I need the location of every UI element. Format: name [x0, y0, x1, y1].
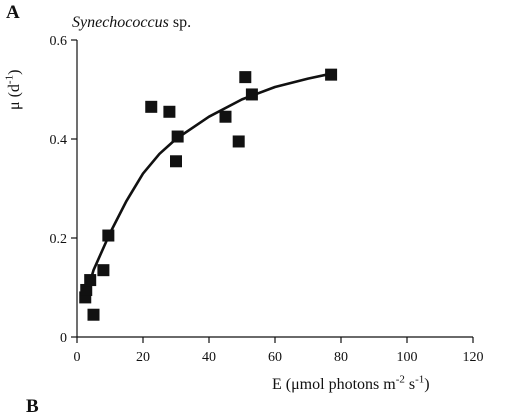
x-axis-label-main: E (μmol photons m — [272, 376, 396, 393]
chart-title-species: Synechococcus — [72, 14, 169, 31]
x-axis-label-sup1: -2 — [395, 373, 405, 386]
axes: 0 20 40 60 80 100 120 0 0.2 0.4 0.6 — [50, 34, 484, 365]
y-tick-label: 0.6 — [50, 34, 68, 49]
panel-letter-a: A — [6, 2, 20, 23]
data-point — [102, 229, 115, 242]
data-point — [145, 100, 158, 113]
chart-title: Synechococcus sp. — [72, 14, 191, 32]
y-tick-label: 0.4 — [50, 133, 68, 148]
data-point — [163, 105, 176, 118]
x-axis-label-sup2: -1 — [415, 373, 425, 386]
data-point — [80, 283, 93, 296]
data-point — [245, 88, 258, 101]
x-tick-label: 100 — [397, 350, 418, 365]
x-tick-label: 20 — [136, 350, 150, 365]
fit-curve — [85, 72, 333, 294]
x-tick-label: 120 — [463, 350, 484, 365]
data-point — [325, 68, 338, 81]
data-point — [171, 130, 184, 143]
data-points — [79, 68, 338, 321]
data-point — [219, 110, 232, 123]
y-tick-label: 0.2 — [50, 232, 68, 247]
x-axis-label-mid: s — [404, 376, 416, 393]
data-point — [232, 135, 245, 148]
data-point — [239, 71, 252, 84]
x-tick-label: 40 — [202, 350, 216, 365]
y-tick-label: 0 — [60, 331, 67, 346]
data-point — [87, 308, 100, 321]
data-point — [97, 264, 110, 277]
data-point — [170, 155, 182, 168]
chart-title-suffix: sp. — [168, 14, 192, 31]
x-axis-label-end: ) — [424, 376, 430, 393]
x-tick-label: 60 — [268, 350, 282, 365]
fit-curve-group — [85, 72, 333, 294]
x-axis-label: E (μmol photons m-2 s-1) — [272, 373, 430, 394]
data-point — [84, 274, 97, 287]
x-tick-label: 0 — [74, 350, 81, 365]
x-tick-label: 80 — [334, 350, 348, 365]
